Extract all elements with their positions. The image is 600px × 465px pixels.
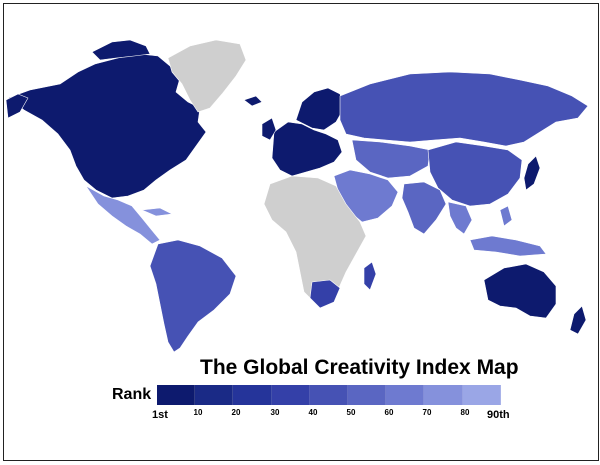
- region-southeast-asia: [447, 201, 473, 235]
- legend-swatch-5: [309, 385, 348, 405]
- legend-tick-70: 70: [422, 408, 432, 417]
- region-china: [427, 141, 523, 207]
- region-greenland: [167, 39, 247, 113]
- legend-rank-label: Rank: [112, 386, 152, 403]
- legend-tick-30: 30: [270, 408, 280, 417]
- region-alaska: [5, 93, 29, 119]
- legend-swatch-2: [195, 385, 234, 405]
- region-scandinavia: [295, 87, 345, 131]
- legend-tick-60: 60: [384, 408, 394, 417]
- region-central-asia: [351, 139, 431, 179]
- region-arctic-islands: [91, 39, 151, 61]
- region-western-europe: [271, 121, 343, 177]
- region-uk: [261, 117, 277, 141]
- legend-tick-80: 80: [460, 408, 470, 417]
- map-title: The Global Creativity Index Map: [200, 356, 519, 379]
- region-india: [401, 181, 447, 235]
- legend-swatch-9: [462, 385, 501, 405]
- legend-tick-20: 20: [231, 408, 241, 417]
- legend-end-label: 90th: [487, 409, 510, 421]
- legend-swatch-7: [386, 385, 425, 405]
- region-japan: [523, 155, 541, 191]
- region-iceland: [243, 95, 263, 107]
- legend-swatch-8: [424, 385, 463, 405]
- legend-start-label: 1st: [152, 409, 168, 421]
- region-new-zealand: [569, 305, 587, 335]
- region-north-america: [7, 53, 207, 199]
- region-madagascar: [363, 261, 377, 291]
- legend-swatch-6: [347, 385, 387, 405]
- legend-tick-50: 50: [346, 408, 356, 417]
- region-mexico: [85, 185, 161, 245]
- legend-tick-40: 40: [308, 408, 318, 417]
- region-australia: [483, 263, 557, 319]
- region-russia: [339, 71, 589, 147]
- legend-color-scale: [157, 385, 501, 405]
- legend-swatch-3: [233, 385, 272, 405]
- region-caribbean: [141, 207, 173, 217]
- legend-tick-10: 10: [193, 408, 203, 417]
- legend-swatch-4: [271, 385, 310, 405]
- legend-swatch-1: [157, 385, 196, 405]
- region-south-africa: [309, 279, 341, 309]
- region-south-america: [149, 239, 237, 353]
- region-philippines: [499, 205, 513, 227]
- region-indonesia: [469, 235, 547, 257]
